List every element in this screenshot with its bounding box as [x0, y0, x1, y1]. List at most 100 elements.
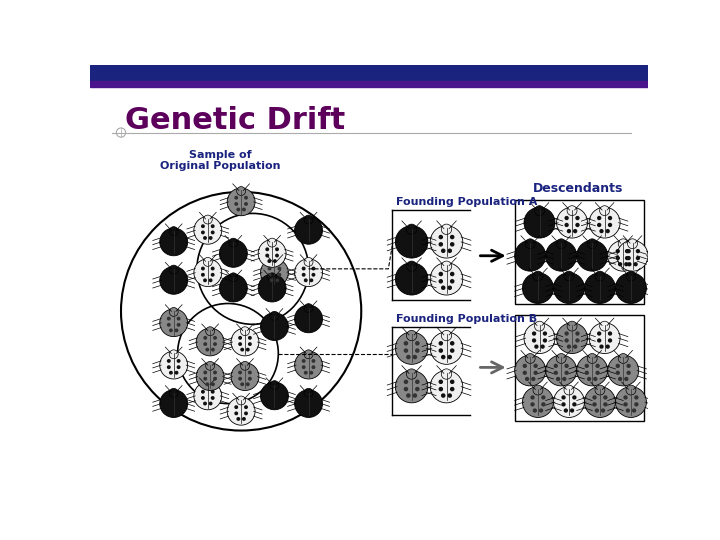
Circle shape	[523, 364, 527, 368]
Circle shape	[577, 240, 608, 271]
Circle shape	[169, 265, 178, 274]
Circle shape	[564, 408, 568, 413]
Circle shape	[441, 330, 451, 341]
Circle shape	[447, 393, 452, 398]
Circle shape	[312, 273, 315, 276]
Circle shape	[438, 235, 443, 239]
Circle shape	[258, 274, 286, 302]
Circle shape	[406, 330, 417, 341]
Circle shape	[595, 408, 599, 413]
Circle shape	[201, 224, 205, 228]
Circle shape	[229, 238, 238, 247]
Circle shape	[431, 332, 463, 365]
Circle shape	[438, 272, 443, 276]
Circle shape	[532, 338, 536, 342]
Circle shape	[267, 259, 271, 263]
Circle shape	[236, 207, 240, 212]
Circle shape	[616, 370, 620, 375]
Circle shape	[203, 215, 212, 224]
Circle shape	[213, 342, 217, 346]
Text: Genetic Drift: Genetic Drift	[125, 106, 345, 135]
Circle shape	[606, 229, 610, 233]
Circle shape	[438, 348, 443, 353]
Circle shape	[523, 387, 554, 417]
Circle shape	[431, 226, 463, 258]
Circle shape	[209, 236, 212, 240]
Circle shape	[438, 387, 443, 392]
Circle shape	[564, 271, 574, 281]
Circle shape	[242, 417, 246, 421]
Circle shape	[557, 354, 566, 363]
Circle shape	[626, 408, 630, 413]
Circle shape	[567, 229, 571, 233]
Circle shape	[270, 312, 279, 320]
Circle shape	[543, 338, 547, 342]
Circle shape	[626, 249, 631, 253]
Circle shape	[600, 206, 610, 215]
Circle shape	[603, 395, 608, 400]
Circle shape	[238, 336, 242, 340]
Circle shape	[616, 249, 620, 253]
Circle shape	[302, 359, 305, 363]
Circle shape	[624, 377, 629, 381]
Circle shape	[270, 258, 279, 266]
Circle shape	[206, 361, 215, 370]
Circle shape	[294, 351, 323, 379]
Circle shape	[534, 364, 538, 368]
Circle shape	[413, 355, 417, 359]
Circle shape	[616, 256, 620, 260]
Text: Descendants: Descendants	[533, 181, 624, 194]
Circle shape	[231, 328, 259, 356]
Circle shape	[593, 377, 598, 381]
Circle shape	[302, 273, 305, 276]
Circle shape	[533, 385, 543, 395]
Circle shape	[526, 239, 535, 249]
Circle shape	[201, 267, 205, 271]
Circle shape	[438, 242, 443, 247]
Circle shape	[585, 387, 616, 417]
Circle shape	[160, 228, 188, 256]
Circle shape	[415, 387, 420, 392]
Text: Sample of
Original Population: Sample of Original Population	[160, 150, 281, 171]
Circle shape	[601, 408, 606, 413]
Circle shape	[238, 370, 242, 374]
Circle shape	[567, 206, 577, 215]
Bar	[90, 82, 648, 87]
Circle shape	[562, 395, 566, 400]
Circle shape	[524, 323, 555, 354]
Circle shape	[431, 262, 463, 295]
Circle shape	[211, 382, 215, 386]
Text: Founding Population B: Founding Population B	[396, 314, 537, 324]
Circle shape	[573, 229, 577, 233]
Circle shape	[234, 202, 238, 206]
Circle shape	[268, 238, 276, 247]
Circle shape	[450, 235, 454, 239]
Circle shape	[441, 261, 451, 272]
Circle shape	[577, 355, 608, 386]
Circle shape	[585, 364, 589, 368]
Circle shape	[205, 382, 210, 386]
Circle shape	[523, 370, 527, 375]
Circle shape	[589, 207, 620, 238]
Circle shape	[525, 377, 529, 381]
Circle shape	[627, 262, 631, 266]
Circle shape	[531, 377, 536, 381]
Circle shape	[626, 364, 631, 368]
Circle shape	[534, 345, 539, 349]
Circle shape	[526, 354, 535, 363]
Circle shape	[205, 348, 210, 352]
Circle shape	[626, 385, 636, 395]
Circle shape	[616, 387, 647, 417]
Circle shape	[201, 396, 205, 400]
Circle shape	[206, 327, 215, 336]
Circle shape	[203, 279, 207, 282]
Circle shape	[554, 364, 558, 368]
Circle shape	[554, 273, 585, 303]
Circle shape	[595, 370, 600, 375]
Circle shape	[174, 328, 179, 332]
Circle shape	[595, 364, 600, 368]
Circle shape	[211, 396, 215, 400]
Circle shape	[531, 402, 535, 407]
Circle shape	[194, 217, 222, 244]
Circle shape	[395, 226, 428, 258]
